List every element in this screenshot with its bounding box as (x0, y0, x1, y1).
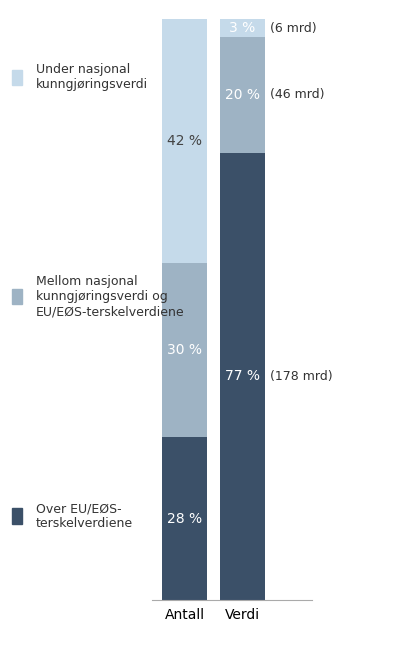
Bar (220, 153, 265, 600)
Text: 42 %: 42 % (167, 134, 202, 148)
Bar (162, 437, 207, 600)
Text: Mellom nasjonal
kunngjøringsverdi og
EU/EØS-terskelverdiene: Mellom nasjonal kunngjøringsverdi og EU/… (36, 275, 185, 318)
Text: 3 %: 3 % (229, 21, 255, 35)
Bar (162, 263, 207, 437)
Bar (220, 19, 265, 37)
Text: 77 %: 77 % (225, 370, 260, 383)
Bar (162, 19, 207, 263)
Text: 30 %: 30 % (167, 343, 202, 357)
Bar (220, 37, 265, 153)
Text: 20 %: 20 % (225, 88, 260, 102)
Text: (6 mrd): (6 mrd) (270, 21, 316, 35)
Text: Under nasjonal
kunngjøringsverdi: Under nasjonal kunngjøringsverdi (36, 63, 148, 92)
Text: (178 mrd): (178 mrd) (270, 370, 332, 383)
Text: (46 mrd): (46 mrd) (270, 88, 324, 101)
Text: 28 %: 28 % (167, 511, 202, 526)
Text: Over EU/EØS-
terskelverdiene: Over EU/EØS- terskelverdiene (36, 502, 133, 530)
